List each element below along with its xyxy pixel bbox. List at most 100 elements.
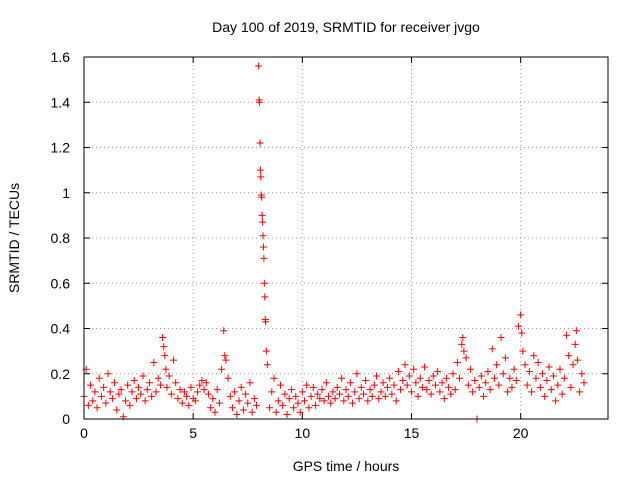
data-point <box>258 193 266 201</box>
data-point <box>556 365 564 373</box>
data-point <box>357 383 365 391</box>
data-point <box>459 334 467 342</box>
data-point <box>506 374 514 382</box>
data-point <box>233 410 241 418</box>
data-point <box>318 386 326 394</box>
y-tick-label: 0.4 <box>51 321 71 337</box>
data-point <box>432 381 440 389</box>
data-point <box>161 352 169 360</box>
data-point <box>250 395 258 403</box>
data-point <box>421 363 429 371</box>
data-point <box>307 392 315 400</box>
data-point <box>368 392 376 400</box>
data-point <box>532 374 540 382</box>
data-point <box>301 397 309 405</box>
data-point <box>521 361 529 369</box>
data-point <box>412 379 420 387</box>
data-point <box>263 361 271 369</box>
data-point <box>309 383 317 391</box>
data-point <box>296 408 304 416</box>
data-point <box>364 397 372 405</box>
x-tick-label: 20 <box>513 425 529 441</box>
data-point <box>322 379 330 387</box>
data-point <box>156 381 164 389</box>
data-point <box>399 377 407 385</box>
data-point <box>294 399 302 407</box>
data-point <box>262 318 270 326</box>
data-point <box>287 386 295 394</box>
data-point <box>261 293 269 301</box>
data-point <box>211 408 219 416</box>
data-point <box>259 218 267 226</box>
data-point <box>451 386 459 394</box>
data-point <box>445 383 453 391</box>
data-point <box>327 399 335 407</box>
data-point <box>154 374 162 382</box>
data-point <box>178 399 186 407</box>
data-point <box>486 386 494 394</box>
data-point <box>163 383 171 391</box>
data-point <box>200 386 208 394</box>
data-point <box>132 395 140 403</box>
data-point <box>394 367 402 375</box>
data-point <box>416 374 424 382</box>
data-point <box>482 379 490 387</box>
data-point <box>292 392 300 400</box>
data-point <box>130 377 138 385</box>
grid <box>84 57 608 419</box>
data-point <box>231 388 239 396</box>
data-point <box>375 395 383 403</box>
data-point <box>578 370 586 378</box>
data-point <box>508 383 516 391</box>
data-point <box>390 381 398 389</box>
data-point <box>221 352 229 360</box>
data-point <box>257 173 265 181</box>
data-point <box>438 379 446 387</box>
data-point <box>268 388 276 396</box>
data-point <box>174 395 182 403</box>
data-point <box>191 397 199 405</box>
data-point <box>255 62 263 70</box>
data-point <box>218 365 226 373</box>
data-point <box>558 390 566 398</box>
data-point <box>202 379 210 387</box>
y-tick-label: 1.2 <box>51 140 71 156</box>
data-point <box>490 374 498 382</box>
data-point <box>187 383 195 391</box>
data-point <box>93 404 101 412</box>
data-point <box>235 397 243 405</box>
data-point <box>423 386 431 394</box>
data-point <box>464 381 472 389</box>
data-point <box>355 395 363 403</box>
data-point <box>84 401 92 409</box>
data-point <box>403 381 411 389</box>
data-point <box>152 388 160 396</box>
data-point <box>237 383 245 391</box>
data-point <box>504 388 512 396</box>
data-point <box>414 392 422 400</box>
data-point <box>366 386 374 394</box>
data-point <box>266 404 274 412</box>
data-point <box>442 374 450 382</box>
data-point <box>477 372 485 380</box>
data-point <box>97 392 105 400</box>
data-point <box>111 379 119 387</box>
data-point <box>194 388 202 396</box>
data-point <box>222 356 230 364</box>
data-point <box>115 390 123 398</box>
data-point <box>226 392 234 400</box>
data-point <box>128 388 136 396</box>
data-point <box>572 327 580 335</box>
data-point <box>349 399 357 407</box>
data-point <box>139 372 147 380</box>
x-tick-label: 10 <box>295 425 311 441</box>
data-point <box>102 399 110 407</box>
data-point <box>162 365 170 373</box>
data-point <box>117 386 125 394</box>
data-point <box>510 365 518 373</box>
data-point <box>528 388 536 396</box>
data-point <box>277 381 284 389</box>
data-point <box>554 381 562 389</box>
data-point <box>427 390 435 398</box>
data-point <box>418 383 426 391</box>
